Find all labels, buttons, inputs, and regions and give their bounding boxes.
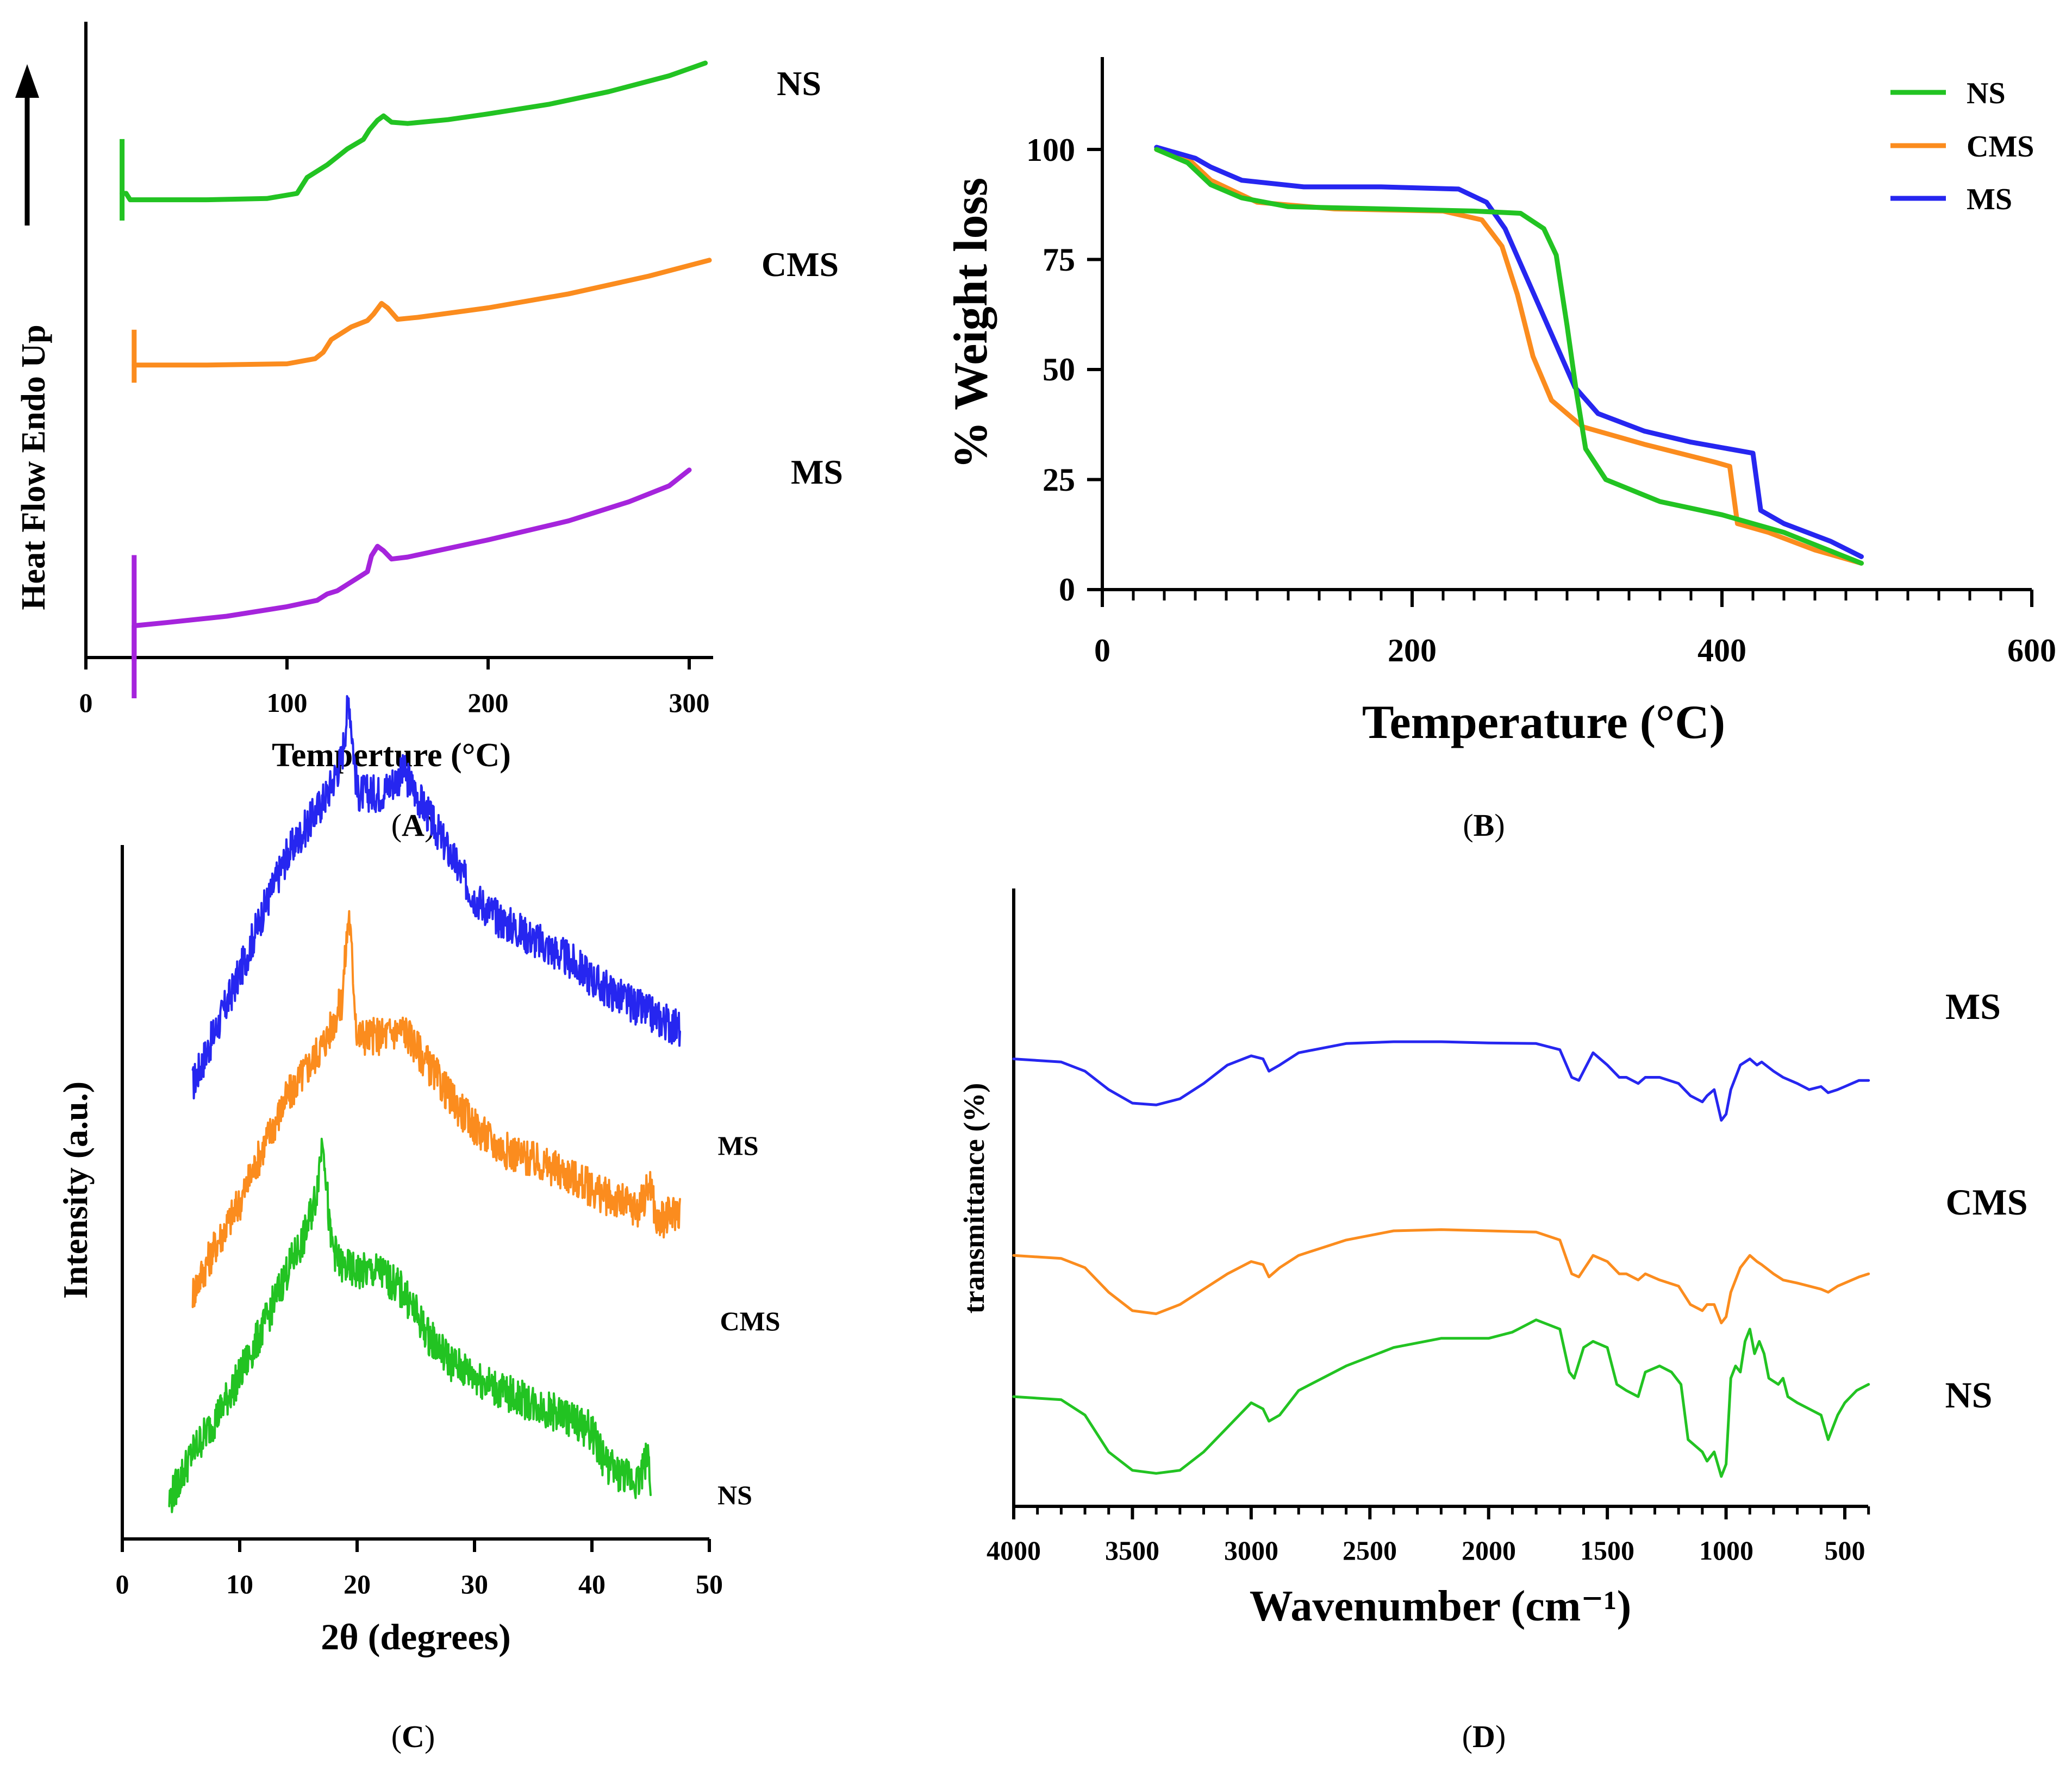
panel-b-ticks [1087,148,2033,607]
panel-b-plot [1154,145,1864,566]
panel-c-label-cms: CMS [720,1306,780,1336]
panel-a-plot: NS CMS MS [120,60,843,698]
panel-b-series-ns [1154,147,1864,566]
panel-a-series-ms [132,467,692,628]
panel-d-x-axis-title: Wavenumber (cm⁻¹) [1250,1582,1631,1630]
panel-b-legend-ns: NS [1967,77,2006,110]
panel-a-series-ns [120,60,708,203]
panel-d-label-ns: NS [1945,1374,1993,1416]
panel-b-caption: (B) [1463,808,1505,843]
panel-a-tick-label-200: 200 [468,687,509,718]
panel-a-x-ticks [84,658,691,669]
panel-b-y-tick-label-25: 25 [1043,462,1075,498]
panel-a-x-axis-title: Temperture (°C) [272,737,511,774]
panel-b-series-ms [1154,145,1864,559]
panel-d-label-ms: MS [1945,986,2001,1027]
panel-a-series-cms [132,258,712,368]
panel-b-legend-ms: MS [1967,183,2012,216]
panel-b-y-tick-label-100: 100 [1026,132,1075,168]
panel-d-caption: (D) [1462,1719,1506,1754]
panel-a-dsc-chart: 0 100 200 300 Temperture (°C) Heat Flow … [15,22,843,843]
panel-d-series-ns [1012,1318,1870,1478]
panel-c-series-ns [168,1137,652,1513]
panel-b-y-tick-label-0: 0 [1059,572,1075,608]
panel-d-tick-label-2000: 2000 [1462,1535,1516,1566]
panel-c-caption-letter: C [402,1719,425,1754]
panel-b-x-tick-label-400: 400 [1697,633,1746,668]
panel-d-series-cms [1012,1228,1870,1324]
panel-c-ticks [121,1539,711,1552]
panel-a-y-axis-title: Heat Flow Endo Up [15,324,52,610]
panel-b-caption-letter: B [1474,808,1495,843]
panel-d-tick-label-1000: 1000 [1699,1535,1753,1566]
panel-c-tick-label-20: 20 [344,1569,371,1599]
panel-c-series-ms [191,695,681,1100]
panel-b-x-tick-label-200: 200 [1388,633,1437,668]
panel-d-series-ms [1012,1040,1870,1122]
panel-c-tick-label-10: 10 [226,1569,253,1599]
panel-b-y-axis-title: % Weight loss [945,178,997,469]
panel-d-caption-letter: D [1472,1719,1495,1754]
panel-c-series-cms [191,910,681,1309]
panel-a-tick-label-100: 100 [267,687,308,718]
panel-d-tick-label-2500: 2500 [1343,1535,1397,1566]
panel-a-up-arrow-icon [15,64,39,226]
panel-c-label-ms: MS [718,1130,759,1161]
panel-b-x-tick-label-0: 0 [1094,633,1110,668]
panel-d-tick-label-1500: 1500 [1580,1535,1634,1566]
panel-b-x-tick-label-600: 600 [2007,633,2056,668]
panel-a-tick-label-300: 300 [669,687,710,718]
panel-d-tick-label-4000: 4000 [987,1535,1041,1566]
panel-d-tick-label-3500: 3500 [1105,1535,1159,1566]
panel-d-ticks [1012,1506,1870,1519]
panel-d-tick-label-500: 500 [1825,1535,1865,1566]
panel-c-tick-label-0: 0 [116,1569,129,1599]
panel-b-legend-cms: CMS [1967,130,2034,164]
panel-d-ftir-chart: 4000 3500 3000 2500 2000 1500 1000 500 W… [958,888,2028,1754]
panel-a-label-ms: MS [791,453,843,491]
panel-d-plot [1012,1040,1870,1478]
panel-c-tick-label-30: 30 [461,1569,488,1599]
panel-b-legend: NS CMS MS [1890,77,2034,216]
panel-a-label-cms: CMS [762,245,839,284]
panel-c-x-axis-title: 2θ (degrees) [321,1616,511,1657]
panel-b-y-tick-label-75: 75 [1043,242,1075,278]
panel-d-y-axis-title: transmittance (%) [958,1083,990,1313]
panel-c-tick-label-40: 40 [578,1569,606,1599]
panel-c-xrd-chart: 0 10 20 30 40 50 2θ (degrees) Intensity … [56,695,781,1754]
panel-c-caption: (C) [391,1719,435,1754]
panel-b-x-axis-title: Temperature (°C) [1362,696,1725,749]
panel-b-y-tick-label-50: 50 [1043,352,1075,387]
panel-d-tick-label-3000: 3000 [1224,1535,1278,1566]
panel-a-label-ns: NS [777,64,821,103]
panel-c-plot [168,695,681,1513]
panel-a-tick-label-0: 0 [79,687,93,718]
panel-d-label-cms: CMS [1945,1181,2027,1223]
panel-b-tga-chart: 0 200 400 600 0 25 50 75 100 Temperature… [945,57,2056,843]
panel-c-y-axis-title: Intensity (a.u.) [56,1081,95,1299]
panel-c-label-ns: NS [717,1480,752,1510]
panel-c-tick-label-50: 50 [696,1569,723,1599]
